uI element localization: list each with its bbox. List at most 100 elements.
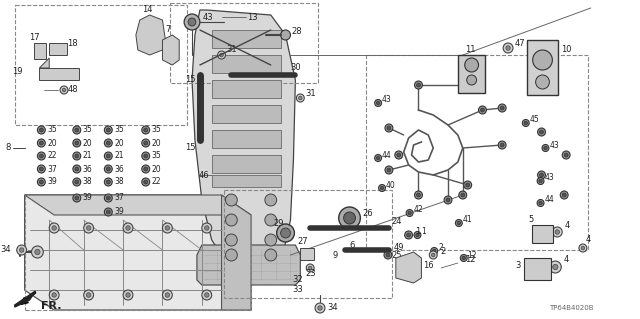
Circle shape [104, 152, 112, 160]
Polygon shape [396, 252, 421, 283]
Text: 31: 31 [227, 46, 237, 55]
Text: 20: 20 [83, 138, 92, 147]
Circle shape [397, 153, 401, 157]
Circle shape [374, 100, 381, 107]
Bar [212, 55, 280, 73]
Circle shape [544, 146, 547, 150]
Circle shape [537, 199, 544, 206]
Bar [366, 55, 588, 250]
Circle shape [188, 18, 196, 26]
Circle shape [280, 30, 291, 40]
Text: 35: 35 [47, 125, 57, 135]
Circle shape [144, 180, 148, 184]
Circle shape [539, 201, 542, 205]
Circle shape [106, 180, 110, 184]
Text: 21: 21 [114, 152, 124, 160]
Bar [49, 43, 67, 55]
Circle shape [144, 154, 148, 158]
Circle shape [165, 226, 170, 230]
Circle shape [225, 194, 237, 206]
Text: 35: 35 [83, 125, 92, 135]
Text: 4: 4 [563, 256, 568, 264]
Circle shape [202, 223, 212, 233]
Circle shape [461, 193, 465, 197]
Circle shape [415, 81, 422, 89]
Text: 38: 38 [83, 177, 92, 187]
Text: 36: 36 [83, 165, 92, 174]
Circle shape [456, 219, 462, 226]
Circle shape [431, 248, 438, 255]
Circle shape [19, 248, 24, 252]
Bar [15, 5, 187, 125]
Text: TP64B4020B: TP64B4020B [549, 305, 594, 311]
Circle shape [446, 198, 450, 202]
Text: 6: 6 [349, 241, 355, 249]
Circle shape [142, 126, 150, 134]
Circle shape [73, 165, 81, 173]
Text: 28: 28 [291, 27, 302, 36]
Circle shape [106, 210, 110, 214]
Circle shape [564, 153, 568, 157]
Text: 23: 23 [305, 270, 316, 278]
Circle shape [84, 223, 93, 233]
Text: 40: 40 [386, 181, 396, 189]
Circle shape [524, 121, 527, 125]
Text: 22: 22 [152, 177, 161, 187]
Circle shape [86, 293, 91, 297]
Circle shape [40, 128, 44, 132]
Circle shape [218, 51, 225, 59]
Text: 32: 32 [292, 276, 303, 285]
Circle shape [431, 253, 435, 257]
Bar [212, 105, 280, 123]
Circle shape [385, 124, 393, 132]
Circle shape [205, 293, 209, 297]
Circle shape [73, 152, 81, 160]
Circle shape [265, 214, 276, 226]
Text: 48: 48 [68, 85, 79, 94]
Text: 42: 42 [413, 205, 423, 214]
Text: 4: 4 [564, 220, 570, 229]
Circle shape [479, 106, 486, 114]
Circle shape [52, 293, 56, 297]
Circle shape [306, 264, 314, 272]
Text: 49: 49 [394, 243, 404, 253]
Circle shape [467, 75, 477, 85]
Text: 39: 39 [83, 194, 92, 203]
Circle shape [84, 290, 93, 300]
Text: 3: 3 [515, 261, 521, 270]
Circle shape [500, 106, 504, 110]
Text: 2: 2 [438, 243, 443, 253]
Circle shape [318, 306, 322, 310]
Circle shape [104, 194, 112, 202]
Circle shape [165, 293, 170, 297]
Circle shape [40, 141, 44, 145]
Text: 9: 9 [333, 250, 338, 259]
Bar [170, 3, 318, 83]
Text: 39: 39 [47, 177, 57, 187]
Circle shape [542, 145, 549, 152]
Text: 7: 7 [165, 26, 171, 34]
Text: 4: 4 [586, 235, 591, 244]
Circle shape [40, 154, 44, 158]
Circle shape [581, 246, 585, 250]
Circle shape [75, 180, 79, 184]
Circle shape [37, 152, 45, 160]
Circle shape [503, 43, 513, 53]
Bar [225, 190, 392, 298]
Text: 15: 15 [185, 144, 196, 152]
Circle shape [374, 154, 381, 161]
Circle shape [416, 233, 419, 237]
Polygon shape [221, 195, 251, 310]
Circle shape [184, 14, 200, 30]
Circle shape [385, 166, 393, 174]
Text: 35: 35 [152, 152, 161, 160]
Circle shape [37, 126, 45, 134]
Circle shape [376, 101, 380, 105]
Circle shape [40, 180, 44, 184]
Circle shape [40, 167, 44, 171]
Circle shape [265, 249, 276, 261]
Text: 38: 38 [114, 177, 124, 187]
Bar [212, 80, 280, 98]
Circle shape [459, 191, 467, 199]
Circle shape [37, 178, 45, 186]
